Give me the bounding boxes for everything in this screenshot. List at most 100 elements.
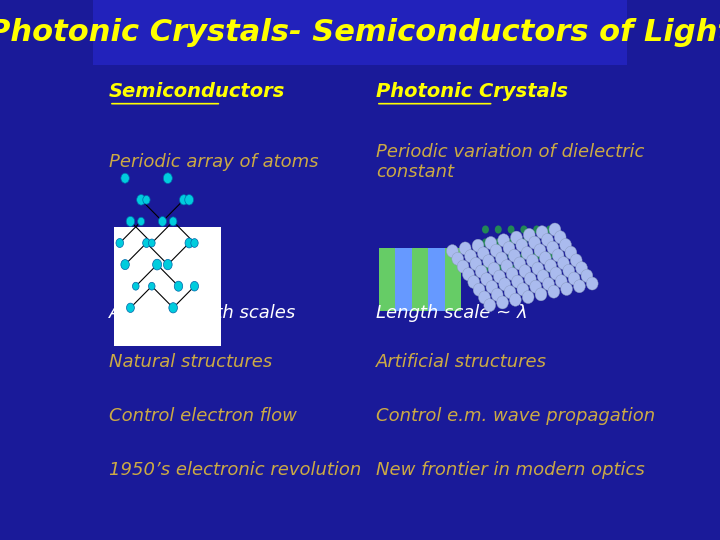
Ellipse shape [508, 239, 515, 246]
Ellipse shape [452, 252, 464, 265]
Ellipse shape [179, 195, 188, 205]
Text: Artificial structures: Artificial structures [376, 353, 547, 371]
Ellipse shape [517, 283, 528, 296]
Ellipse shape [521, 265, 527, 273]
Ellipse shape [169, 217, 177, 226]
Ellipse shape [127, 303, 135, 313]
Ellipse shape [514, 257, 526, 270]
Ellipse shape [121, 260, 130, 269]
Ellipse shape [546, 265, 553, 273]
Ellipse shape [530, 280, 541, 293]
Ellipse shape [508, 265, 515, 273]
Ellipse shape [534, 239, 540, 246]
Ellipse shape [547, 241, 559, 254]
Ellipse shape [143, 195, 150, 204]
Ellipse shape [581, 269, 593, 282]
Ellipse shape [523, 228, 535, 241]
Ellipse shape [521, 239, 527, 246]
Text: Length scale ~ λ: Length scale ~ λ [376, 304, 528, 322]
FancyBboxPatch shape [93, 0, 627, 65]
Ellipse shape [501, 260, 513, 273]
Text: Semiconductors: Semiconductors [109, 82, 285, 102]
Ellipse shape [550, 267, 562, 280]
Ellipse shape [482, 252, 489, 260]
Ellipse shape [521, 226, 527, 233]
Ellipse shape [534, 226, 540, 233]
Ellipse shape [574, 280, 585, 293]
Text: Photonic Crystals: Photonic Crystals [376, 82, 568, 102]
Ellipse shape [185, 238, 193, 248]
Ellipse shape [539, 252, 551, 265]
Ellipse shape [153, 259, 161, 270]
Ellipse shape [508, 252, 515, 260]
Ellipse shape [148, 239, 155, 247]
Ellipse shape [468, 275, 480, 288]
Ellipse shape [563, 265, 575, 278]
Ellipse shape [473, 283, 485, 296]
Text: Photonic Crystals- Semiconductors of Light: Photonic Crystals- Semiconductors of Lig… [0, 18, 720, 47]
FancyBboxPatch shape [114, 227, 221, 346]
Ellipse shape [536, 226, 548, 239]
Ellipse shape [446, 245, 458, 258]
Ellipse shape [477, 247, 489, 260]
Ellipse shape [169, 303, 177, 313]
Ellipse shape [497, 296, 508, 309]
Ellipse shape [508, 249, 520, 262]
Ellipse shape [495, 265, 502, 273]
Ellipse shape [546, 239, 553, 246]
Ellipse shape [557, 256, 570, 269]
Ellipse shape [493, 270, 505, 283]
Ellipse shape [491, 288, 503, 301]
Ellipse shape [535, 288, 547, 301]
Ellipse shape [508, 226, 515, 233]
Ellipse shape [495, 226, 502, 233]
Ellipse shape [457, 260, 469, 273]
Ellipse shape [191, 239, 198, 247]
Ellipse shape [537, 270, 549, 283]
Ellipse shape [546, 252, 553, 260]
Ellipse shape [546, 226, 553, 233]
Ellipse shape [516, 239, 528, 252]
Ellipse shape [532, 262, 544, 275]
Ellipse shape [534, 244, 546, 257]
Ellipse shape [559, 239, 572, 252]
Ellipse shape [552, 249, 564, 262]
Ellipse shape [163, 173, 172, 184]
Ellipse shape [495, 252, 508, 265]
Text: Control e.m. wave propagation: Control e.m. wave propagation [376, 407, 655, 425]
Ellipse shape [521, 252, 527, 260]
Ellipse shape [459, 242, 471, 255]
Ellipse shape [121, 173, 130, 183]
Ellipse shape [495, 252, 502, 260]
Ellipse shape [503, 241, 515, 254]
Ellipse shape [549, 223, 561, 236]
Ellipse shape [495, 239, 502, 246]
Ellipse shape [498, 234, 510, 247]
Ellipse shape [485, 237, 497, 249]
Ellipse shape [158, 217, 166, 226]
Ellipse shape [510, 231, 522, 244]
Ellipse shape [568, 272, 580, 285]
Ellipse shape [519, 265, 531, 278]
Ellipse shape [472, 239, 484, 252]
Text: New frontier in modern optics: New frontier in modern optics [376, 461, 645, 479]
Ellipse shape [174, 281, 183, 291]
Ellipse shape [543, 278, 554, 291]
Ellipse shape [484, 299, 495, 312]
Ellipse shape [470, 258, 482, 271]
Text: 1950’s electronic revolution: 1950’s electronic revolution [109, 461, 361, 479]
FancyBboxPatch shape [395, 248, 412, 310]
Text: Atomic length scales: Atomic length scales [109, 304, 297, 322]
Ellipse shape [521, 247, 533, 260]
Ellipse shape [576, 261, 588, 275]
Ellipse shape [586, 277, 598, 290]
Text: Control electron flow: Control electron flow [109, 407, 297, 425]
Ellipse shape [163, 259, 172, 270]
Ellipse shape [561, 282, 572, 295]
Ellipse shape [545, 259, 557, 272]
Ellipse shape [185, 194, 194, 205]
Text: Natural structures: Natural structures [109, 353, 272, 371]
Ellipse shape [504, 286, 516, 299]
Ellipse shape [483, 255, 495, 268]
Ellipse shape [148, 282, 155, 290]
